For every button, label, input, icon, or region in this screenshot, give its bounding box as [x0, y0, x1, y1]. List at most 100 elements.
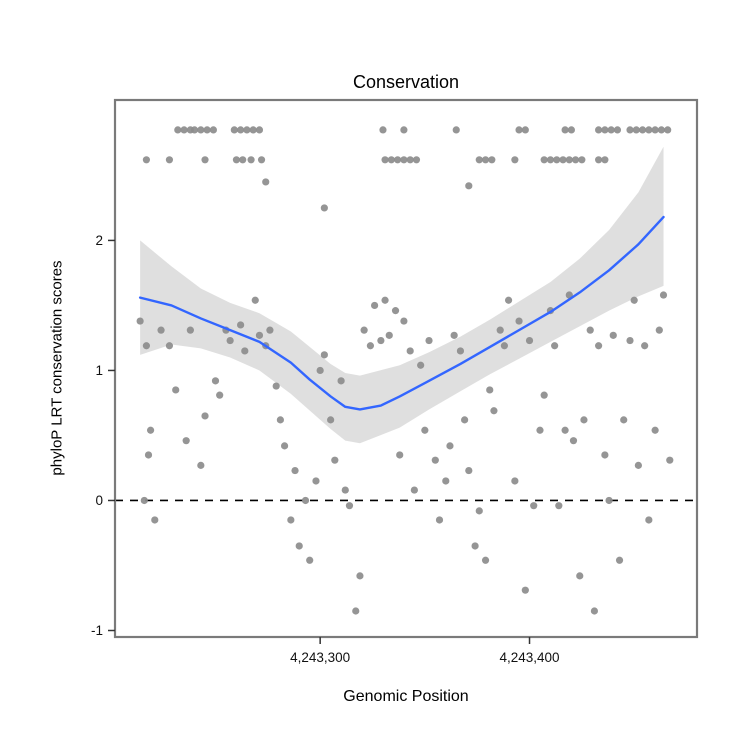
- data-point: [320, 204, 328, 212]
- data-point: [511, 477, 519, 485]
- data-point: [601, 126, 609, 134]
- data-point: [664, 126, 672, 134]
- data-point: [567, 126, 575, 134]
- data-point: [174, 126, 182, 134]
- data-point: [241, 347, 249, 355]
- data-point: [201, 412, 209, 420]
- smooth-line: [138, 215, 665, 411]
- data-point: [381, 296, 389, 304]
- data-point: [144, 451, 153, 459]
- data-point: [377, 336, 385, 345]
- data-point: [475, 507, 483, 515]
- data-point: [360, 326, 368, 334]
- data-point: [590, 607, 599, 615]
- data-point: [209, 126, 217, 134]
- data-point: [666, 456, 674, 464]
- data-point: [442, 477, 450, 485]
- y-tick-label: -1: [91, 623, 103, 638]
- data-point: [257, 156, 266, 164]
- data-point: [151, 516, 159, 524]
- data-point: [295, 542, 303, 550]
- data-point: [595, 156, 603, 164]
- data-point: [607, 126, 615, 134]
- data-point: [425, 336, 433, 345]
- data-point: [341, 486, 349, 494]
- data-point: [306, 556, 314, 564]
- data-point: [496, 326, 504, 334]
- panel-border: [113, 98, 699, 639]
- data-point: [605, 496, 613, 505]
- data-point: [266, 326, 274, 334]
- data-point: [197, 461, 205, 469]
- data-point: [400, 156, 408, 164]
- data-point: [595, 126, 603, 134]
- data-point: [521, 126, 529, 134]
- data-point: [521, 586, 529, 594]
- data-point: [165, 342, 174, 350]
- data-point: [657, 126, 666, 134]
- data-point: [190, 126, 199, 134]
- data-point: [417, 361, 425, 369]
- data-point: [262, 178, 270, 186]
- data-point: [561, 426, 569, 434]
- data-point: [157, 326, 165, 334]
- data-point: [655, 326, 663, 334]
- data-point: [490, 407, 498, 415]
- data-point: [301, 496, 310, 505]
- data-point: [421, 426, 429, 434]
- data-point: [406, 156, 414, 164]
- data-point: [165, 156, 174, 164]
- data-point: [232, 156, 241, 164]
- data-point: [525, 336, 534, 345]
- data-point: [601, 451, 609, 459]
- data-point: [272, 382, 280, 390]
- data-point: [456, 347, 465, 355]
- data-point: [387, 156, 395, 164]
- data-point: [412, 156, 421, 164]
- y-tick-label: 2: [95, 233, 103, 248]
- data-point: [561, 126, 569, 134]
- data-point: [316, 366, 324, 375]
- data-point: [385, 331, 393, 339]
- data-point: [601, 156, 609, 164]
- data-point: [515, 126, 523, 134]
- data-point: [540, 156, 548, 164]
- data-point: [504, 296, 513, 304]
- y-tick-label: 1: [95, 363, 103, 378]
- x-tick-label: 4,243,300: [290, 650, 350, 665]
- data-point: [615, 556, 624, 564]
- data-point: [366, 342, 375, 350]
- data-point: [626, 336, 634, 345]
- data-point: [435, 516, 444, 524]
- data-point: [239, 156, 247, 164]
- data-point: [632, 126, 640, 134]
- data-point: [626, 126, 634, 134]
- data-point: [446, 442, 454, 450]
- data-point: [394, 156, 402, 164]
- x-tick-label: 4,243,400: [499, 650, 559, 665]
- data-point: [345, 502, 354, 510]
- data-point: [431, 456, 439, 464]
- data-point: [172, 386, 180, 394]
- data-point: [410, 486, 418, 494]
- x-axis-label: Genomic Position: [343, 688, 469, 705]
- data-point: [327, 416, 335, 424]
- data-point: [243, 126, 251, 134]
- data-point: [578, 156, 586, 164]
- data-point: [142, 342, 151, 350]
- data-point: [659, 291, 668, 299]
- data-point: [651, 126, 659, 134]
- data-point: [500, 342, 508, 350]
- data-point: [237, 126, 245, 134]
- y-tick-label: 0: [95, 493, 103, 508]
- data-point: [136, 317, 144, 325]
- data-point: [276, 416, 284, 424]
- data-point: [247, 156, 255, 164]
- data-point: [551, 342, 559, 350]
- data-point: [481, 156, 490, 164]
- data-point: [391, 307, 400, 315]
- data-point: [471, 542, 479, 550]
- data-point: [645, 516, 653, 524]
